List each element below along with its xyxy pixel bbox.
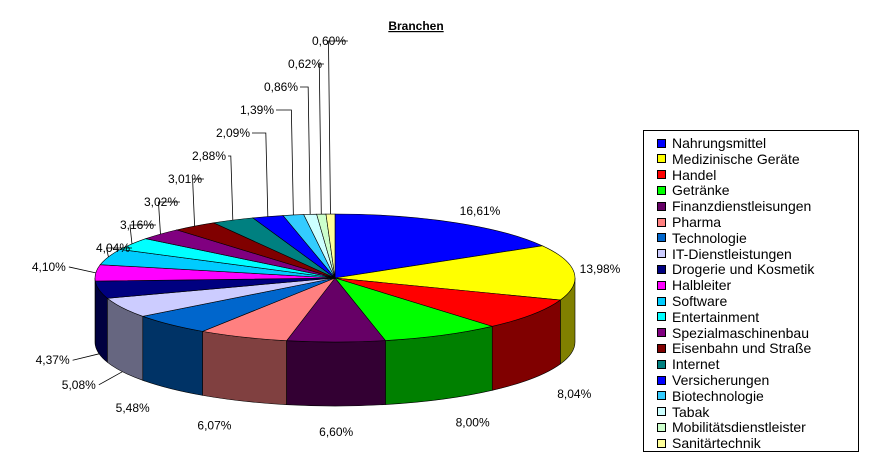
legend-label: Halbleiter — [672, 277, 731, 293]
legend-item: Sanitärtechnik — [657, 435, 761, 451]
data-label-5: 6,60% — [319, 425, 353, 439]
legend-label: Versicherungen — [672, 372, 769, 388]
legend-label: Spezialmaschinenbau — [672, 325, 809, 341]
leader-line-10 — [69, 267, 96, 273]
data-label-9: 4,37% — [36, 353, 70, 367]
data-label-1: 16,61% — [460, 204, 501, 218]
legend-label: Mobilitätsdienstleister — [672, 419, 806, 435]
leader-line-20 — [328, 41, 348, 214]
legend-label: IT-Dienstleistungen — [672, 246, 792, 262]
legend-swatch — [657, 391, 666, 400]
legend-item: Entertainment — [657, 309, 759, 325]
legend-label: Finanzdienstleisungen — [672, 198, 811, 214]
data-label-16: 2,09% — [216, 126, 250, 140]
legend-swatch — [657, 407, 666, 416]
legend-label: Technologie — [672, 230, 747, 246]
pie-slice-side-5 — [287, 341, 386, 406]
legend-swatch — [657, 139, 666, 148]
legend-label: Pharma — [672, 214, 721, 230]
legend-item: Biotechnologie — [657, 388, 764, 404]
legend-item: Getränke — [657, 182, 730, 198]
legend-swatch — [657, 218, 666, 227]
legend-label: Biotechnologie — [672, 388, 764, 404]
legend-label: Tabak — [672, 404, 709, 420]
data-label-15: 2,88% — [192, 149, 226, 163]
legend-swatch — [657, 312, 666, 321]
legend-label: Getränke — [672, 182, 730, 198]
legend-swatch — [657, 328, 666, 337]
data-label-7: 5,48% — [116, 401, 150, 415]
legend-swatch — [657, 202, 666, 211]
legend-swatch — [657, 376, 666, 385]
legend-swatch — [657, 439, 666, 448]
legend-item: IT-Dienstleistungen — [657, 246, 792, 262]
legend-label: Sanitärtechnik — [672, 435, 761, 451]
data-label-2: 13,98% — [580, 262, 621, 276]
leader-line-16 — [252, 133, 268, 217]
legend-swatch — [657, 154, 666, 163]
leader-line-14 — [193, 179, 204, 226]
leader-line-19 — [319, 64, 324, 214]
data-label-18: 0,86% — [264, 80, 298, 94]
legend-item: Medizinische Geräte — [657, 151, 800, 167]
legend-item: Pharma — [657, 214, 721, 230]
legend-swatch — [657, 265, 666, 274]
leader-line-9 — [73, 354, 99, 360]
chart-title: Branchen — [388, 19, 443, 33]
legend-label: Software — [672, 293, 727, 309]
leader-line-15 — [228, 156, 233, 220]
legend-label: Nahrungsmittel — [672, 135, 766, 151]
legend-item: Mobilitätsdienstleister — [657, 419, 806, 435]
legend-swatch — [657, 360, 666, 369]
data-label-8: 5,08% — [62, 378, 96, 392]
legend-item: Technologie — [657, 230, 747, 246]
legend-item: Drogerie und Kosmetik — [657, 261, 814, 277]
leader-line-18 — [300, 87, 310, 214]
data-label-6: 6,07% — [197, 418, 231, 432]
legend-swatch — [657, 423, 666, 432]
legend-label: Entertainment — [672, 309, 759, 325]
legend-swatch — [657, 344, 666, 353]
legend-item: Spezialmaschinenbau — [657, 325, 809, 341]
legend-item: Nahrungsmittel — [657, 135, 766, 151]
leader-line-17 — [276, 110, 293, 215]
legend-swatch — [657, 170, 666, 179]
legend-item: Internet — [657, 356, 719, 372]
leader-line-8 — [99, 372, 123, 385]
legend-item: Software — [657, 293, 727, 309]
legend-label: Handel — [672, 167, 716, 183]
legend-item: Finanzdienstleisungen — [657, 198, 811, 214]
legend-item: Tabak — [657, 404, 709, 420]
legend-label: Internet — [672, 356, 719, 372]
data-label-10: 4,10% — [32, 260, 66, 274]
data-label-3: 8,04% — [557, 387, 591, 401]
legend-item: Handel — [657, 167, 716, 183]
legend-label: Medizinische Geräte — [672, 151, 800, 167]
legend-label: Eisenbahn und Straße — [672, 340, 811, 356]
legend-swatch — [657, 233, 666, 242]
legend-item: Eisenbahn und Straße — [657, 340, 811, 356]
legend-swatch — [657, 297, 666, 306]
data-label-17: 1,39% — [240, 103, 274, 117]
legend-item: Versicherungen — [657, 372, 769, 388]
legend-swatch — [657, 186, 666, 195]
legend-label: Drogerie und Kosmetik — [672, 261, 814, 277]
data-label-19: 0,62% — [288, 57, 322, 71]
legend-swatch — [657, 249, 666, 258]
legend-item: Halbleiter — [657, 277, 731, 293]
legend-swatch — [657, 281, 666, 290]
pie-slice-side-6 — [203, 331, 287, 404]
data-label-4: 8,00% — [456, 416, 490, 430]
